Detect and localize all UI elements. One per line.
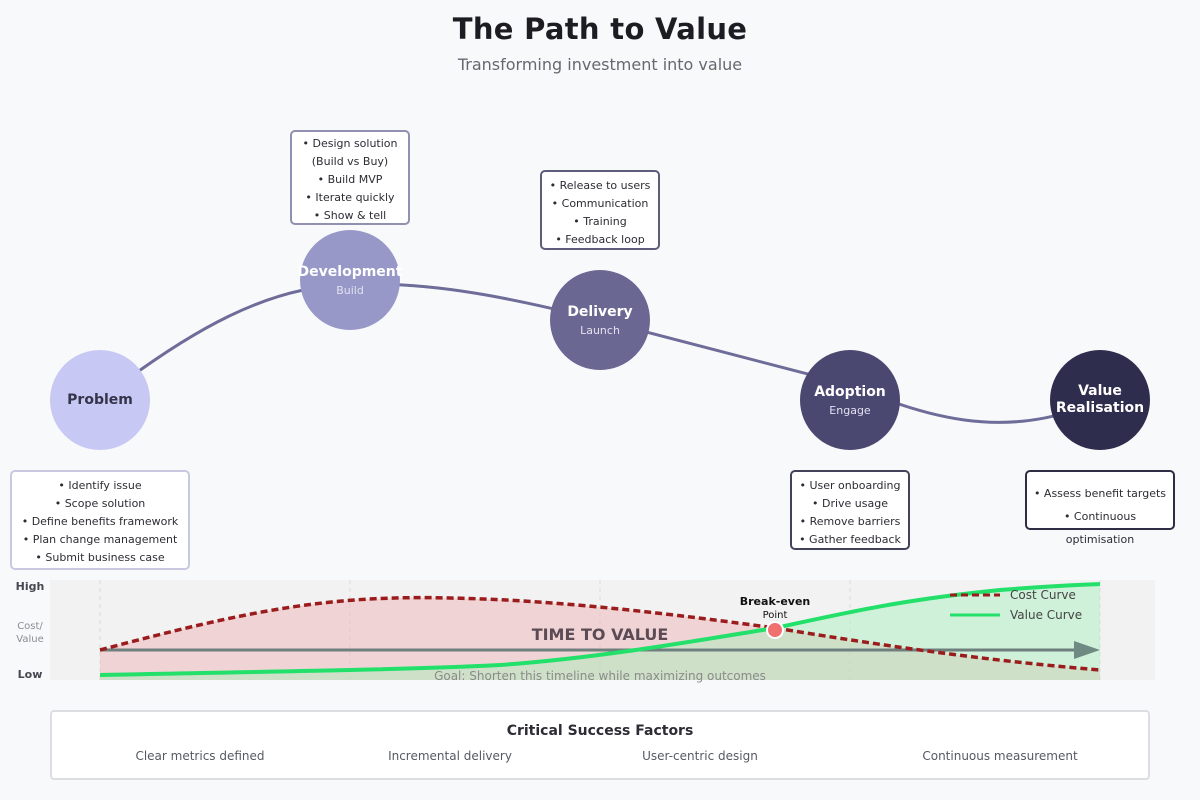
cost-curve <box>99 595 1101 672</box>
task-box-development: • Design solution (Build vs Buy) • Build… <box>290 130 410 225</box>
success-factor: Incremental delivery <box>388 749 512 763</box>
task-box-delivery: • Release to users • Communication • Tra… <box>540 170 660 250</box>
task-item: • Design solution <box>302 137 398 150</box>
timeline-chart: Break-even Point TIME TO VALUE Goal: Sho… <box>50 580 1155 683</box>
legend-value-label: Value Curve <box>1010 608 1082 622</box>
timeline-goal: Goal: Shorten this timeline while maximi… <box>434 669 766 683</box>
task-item: • Drive usage <box>811 497 888 510</box>
stage-delivery: Delivery Launch <box>550 270 650 370</box>
task-item: • Feedback loop <box>555 233 645 246</box>
y-axis-high-label: High <box>15 580 45 593</box>
task-item: • Define benefits framework <box>21 515 179 528</box>
success-factors-panel: Critical Success Factors Clear metrics d… <box>50 710 1150 780</box>
timeline-title: TIME TO VALUE <box>532 625 669 644</box>
task-item: • Build MVP <box>317 173 383 186</box>
task-item: (Build vs Buy) <box>311 155 389 168</box>
stage-value-realisation: Value Realisation <box>1050 350 1150 450</box>
stage-label: Development <box>297 263 403 280</box>
task-item: • User onboarding <box>799 479 901 492</box>
break-even-label: Break-even <box>740 595 811 608</box>
legend-cost-label: Cost Curve <box>1010 588 1076 602</box>
break-even-sublabel: Point <box>763 610 788 621</box>
stage-problem: Problem <box>50 350 150 450</box>
stage-label: Delivery <box>567 303 633 320</box>
value-curve <box>99 582 1101 677</box>
task-item: • Remove barriers <box>799 515 901 528</box>
stage-sublabel: Launch <box>580 323 620 337</box>
page-title: The Path to Value <box>452 12 748 46</box>
success-factor: Clear metrics defined <box>135 749 265 763</box>
success-factor: Continuous measurement <box>922 749 1078 763</box>
task-box-adoption: • User onboarding • Drive usage • Remove… <box>790 470 910 550</box>
task-item: • Training <box>573 215 627 228</box>
success-factor: User-centric design <box>642 749 758 763</box>
task-item: • Continuous optimisation <box>1063 510 1137 546</box>
y-axis-label: Cost/ Value <box>5 620 55 646</box>
task-item: • Plan change management <box>22 533 178 546</box>
task-item: • Assess benefit targets <box>1033 487 1167 500</box>
cost-area <box>100 597 1100 680</box>
value-area <box>100 584 1100 680</box>
stage-sublabel: Engage <box>829 403 871 417</box>
success-factors-title: Critical Success Factors <box>506 723 694 739</box>
stage-adoption: Adoption Engage <box>800 350 900 450</box>
journey-path <box>99 282 1076 424</box>
task-box-value-realisation: • Assess benefit targets • Continuous op… <box>1025 470 1175 546</box>
task-item: • Submit business case <box>35 551 165 564</box>
y-axis-label-line: Cost/ <box>17 621 43 632</box>
stage-label: Problem <box>67 391 133 408</box>
y-axis-low-label: Low <box>17 668 43 681</box>
task-item: • Scope solution <box>54 497 146 510</box>
break-even-marker <box>766 621 784 639</box>
stage-label: Adoption <box>814 383 886 400</box>
stage-label: Value Realisation <box>1055 383 1145 416</box>
task-item: • Show & tell <box>313 209 387 222</box>
page-subtitle: Transforming investment into value <box>457 55 743 74</box>
task-item: • Iterate quickly <box>305 191 395 204</box>
stage-sublabel: Build <box>336 283 364 297</box>
task-item: • Identify issue <box>58 479 142 492</box>
stage-development: Development Build <box>297 230 403 330</box>
task-item: • Communication <box>551 197 649 210</box>
task-item: • Release to users <box>549 179 651 192</box>
timeline-axis-arrowhead <box>1074 641 1100 659</box>
y-axis-label-line: Value <box>16 634 44 645</box>
task-item: • Gather feedback <box>799 533 901 546</box>
task-box-problem: • Identify issue • Scope solution • Defi… <box>10 470 190 570</box>
